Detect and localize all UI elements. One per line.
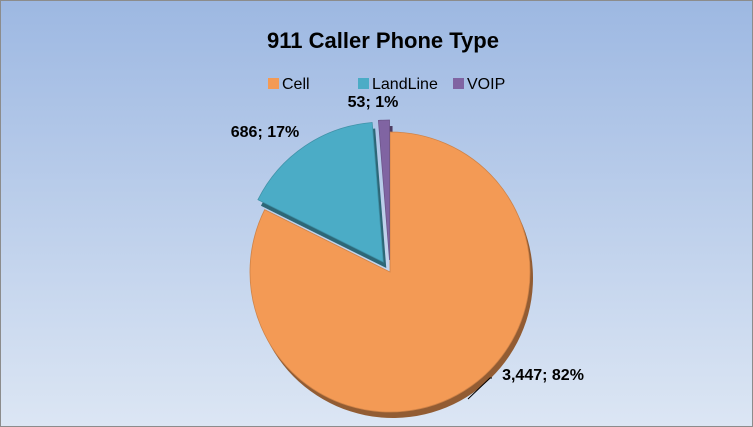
legend-swatch (453, 78, 464, 89)
data-label: 53; 1% (348, 94, 399, 111)
slice (249, 131, 531, 413)
legend-label: Cell (282, 76, 310, 93)
data-label: 3,447; 82% (502, 367, 584, 384)
leader-line (467, 377, 492, 400)
slice (257, 122, 384, 263)
chart-title: 911 Caller Phone Type (267, 28, 499, 53)
legend-swatch (358, 78, 369, 89)
slice (377, 119, 390, 261)
data-label: 686; 17% (231, 124, 300, 141)
legend-label: LandLine (372, 76, 438, 93)
legend-swatch (268, 78, 279, 89)
legend-label: VOIP (467, 76, 505, 93)
